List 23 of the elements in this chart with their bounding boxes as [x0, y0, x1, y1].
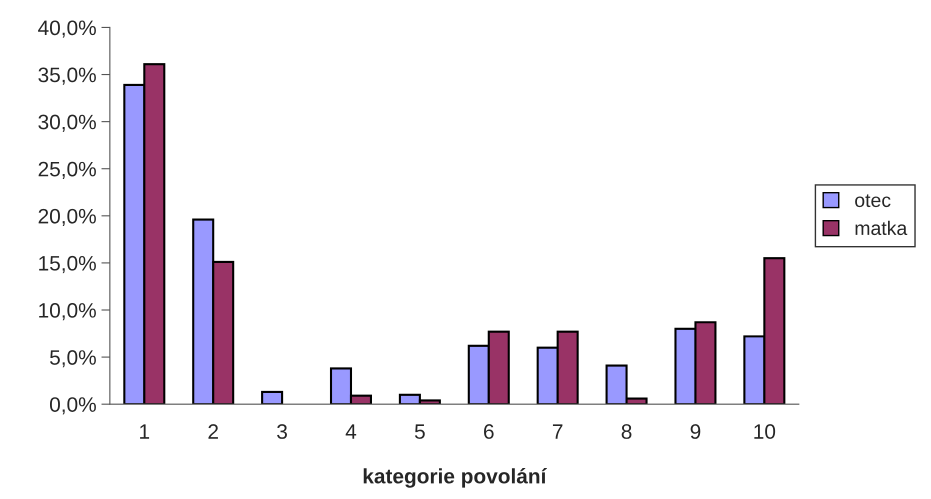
- y-tick-label: 20,0%: [38, 208, 96, 226]
- x-axis-title: kategorie povolání: [364, 468, 547, 488]
- y-tick-label: 25,0%: [38, 162, 96, 179]
- x-tick-label: 2: [208, 424, 218, 439]
- x-tick-label: 7: [552, 424, 562, 439]
- x-tick-label: 9: [690, 424, 700, 439]
- y-tick-label: 35,0%: [38, 68, 96, 85]
- x-tick-label: 4: [346, 424, 356, 439]
- x-tick-label: 1: [140, 424, 150, 439]
- y-tick-label: 0,0%: [50, 397, 96, 414]
- y-tick-label: 15,0%: [39, 256, 96, 274]
- y-tick-label: 30,0%: [38, 114, 96, 132]
- legend-label: otec: [855, 194, 891, 208]
- x-tick-label: 8: [622, 424, 632, 439]
- bar: [261, 390, 284, 404]
- x-tick-label: 5: [414, 424, 425, 439]
- legend-label: matka: [856, 220, 908, 236]
- x-tick-label: 10: [754, 424, 776, 439]
- y-tick-label: 40,0%: [38, 20, 96, 38]
- x-tick-label: 3: [277, 424, 287, 439]
- y-tick-label: 5,0%: [50, 350, 96, 368]
- x-tick-label: 6: [484, 424, 494, 439]
- y-tick-label: 10,0%: [39, 303, 96, 320]
